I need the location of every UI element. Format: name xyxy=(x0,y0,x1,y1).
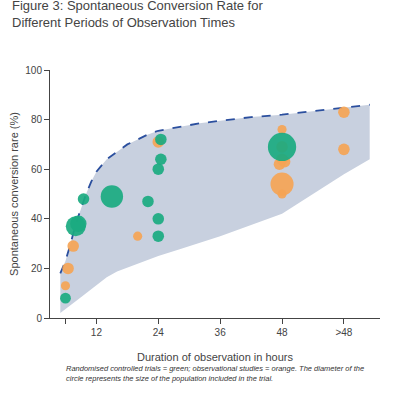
svg-text:80: 80 xyxy=(31,114,43,125)
svg-text:48: 48 xyxy=(276,327,288,338)
svg-text:100: 100 xyxy=(25,65,42,76)
svg-text:12: 12 xyxy=(91,327,103,338)
svg-text:Spontaneous conversion rare (%: Spontaneous conversion rare (%) xyxy=(8,112,20,276)
svg-text:Figure 3: Spontaneous Conversi: Figure 3: Spontaneous Conversion Rate fo… xyxy=(12,0,263,30)
svg-text:24: 24 xyxy=(153,327,165,338)
svg-text:40: 40 xyxy=(31,213,43,224)
svg-text:>48: >48 xyxy=(335,327,352,338)
svg-text:60: 60 xyxy=(31,164,43,175)
svg-text:20: 20 xyxy=(31,263,43,274)
svg-text:Duration of observation in hou: Duration of observation in hours xyxy=(137,351,293,363)
svg-text:0: 0 xyxy=(36,313,42,324)
svg-text:36: 36 xyxy=(215,327,227,338)
svg-text:Randomised controlled trials =: Randomised controlled trials = green; ob… xyxy=(66,364,364,383)
